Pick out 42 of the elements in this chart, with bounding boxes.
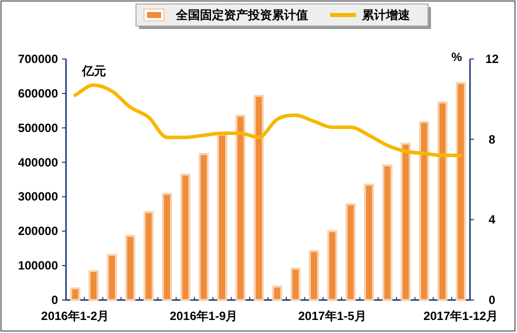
y-tick-label: 100000	[18, 258, 58, 273]
x-tick-label: 2017年1-5月	[298, 309, 366, 323]
bar	[382, 164, 392, 301]
legend-label: 累计增速	[361, 8, 411, 22]
bar	[346, 203, 356, 301]
bar	[456, 82, 466, 301]
bar	[400, 142, 411, 301]
y2-tick-label: 12	[485, 52, 499, 66]
bar	[198, 153, 209, 301]
y2-tick-label: 8	[488, 132, 496, 146]
bar	[364, 184, 374, 301]
legend-label: 全国固定资产投资累计值	[175, 8, 308, 22]
x-tick-label: 2016年1-2月	[41, 309, 110, 323]
bar	[106, 254, 117, 301]
y-tick-label: 0	[51, 293, 58, 307]
x-tick-label: 2017年1-12月	[423, 309, 498, 323]
bar	[235, 114, 246, 301]
y-tick-label: 600000	[18, 86, 58, 100]
bar	[180, 174, 190, 301]
y-tick-label: 400000	[18, 155, 58, 170]
y-tick-label: 700000	[18, 52, 58, 66]
bar	[162, 192, 172, 301]
bar	[419, 121, 430, 301]
bar	[70, 287, 80, 301]
y-tick-label: 200000	[18, 224, 58, 238]
bar	[272, 286, 282, 301]
bar	[437, 101, 448, 301]
y-tick-label: 300000	[18, 190, 58, 204]
bar	[254, 94, 264, 301]
bar	[327, 230, 338, 301]
bar	[217, 134, 228, 301]
bar	[88, 270, 99, 301]
y-axis-title: 亿元	[81, 64, 106, 78]
bar	[144, 211, 154, 301]
y2-tick-label: 0	[488, 293, 496, 307]
bar	[125, 234, 136, 301]
y-tick-label: 500000	[18, 120, 58, 135]
bar	[308, 250, 319, 301]
y2-axis-title: %	[451, 50, 462, 64]
bar	[290, 268, 301, 301]
y2-tick-label: 4	[488, 212, 496, 227]
x-tick-label: 2016年1-9月	[170, 309, 238, 323]
